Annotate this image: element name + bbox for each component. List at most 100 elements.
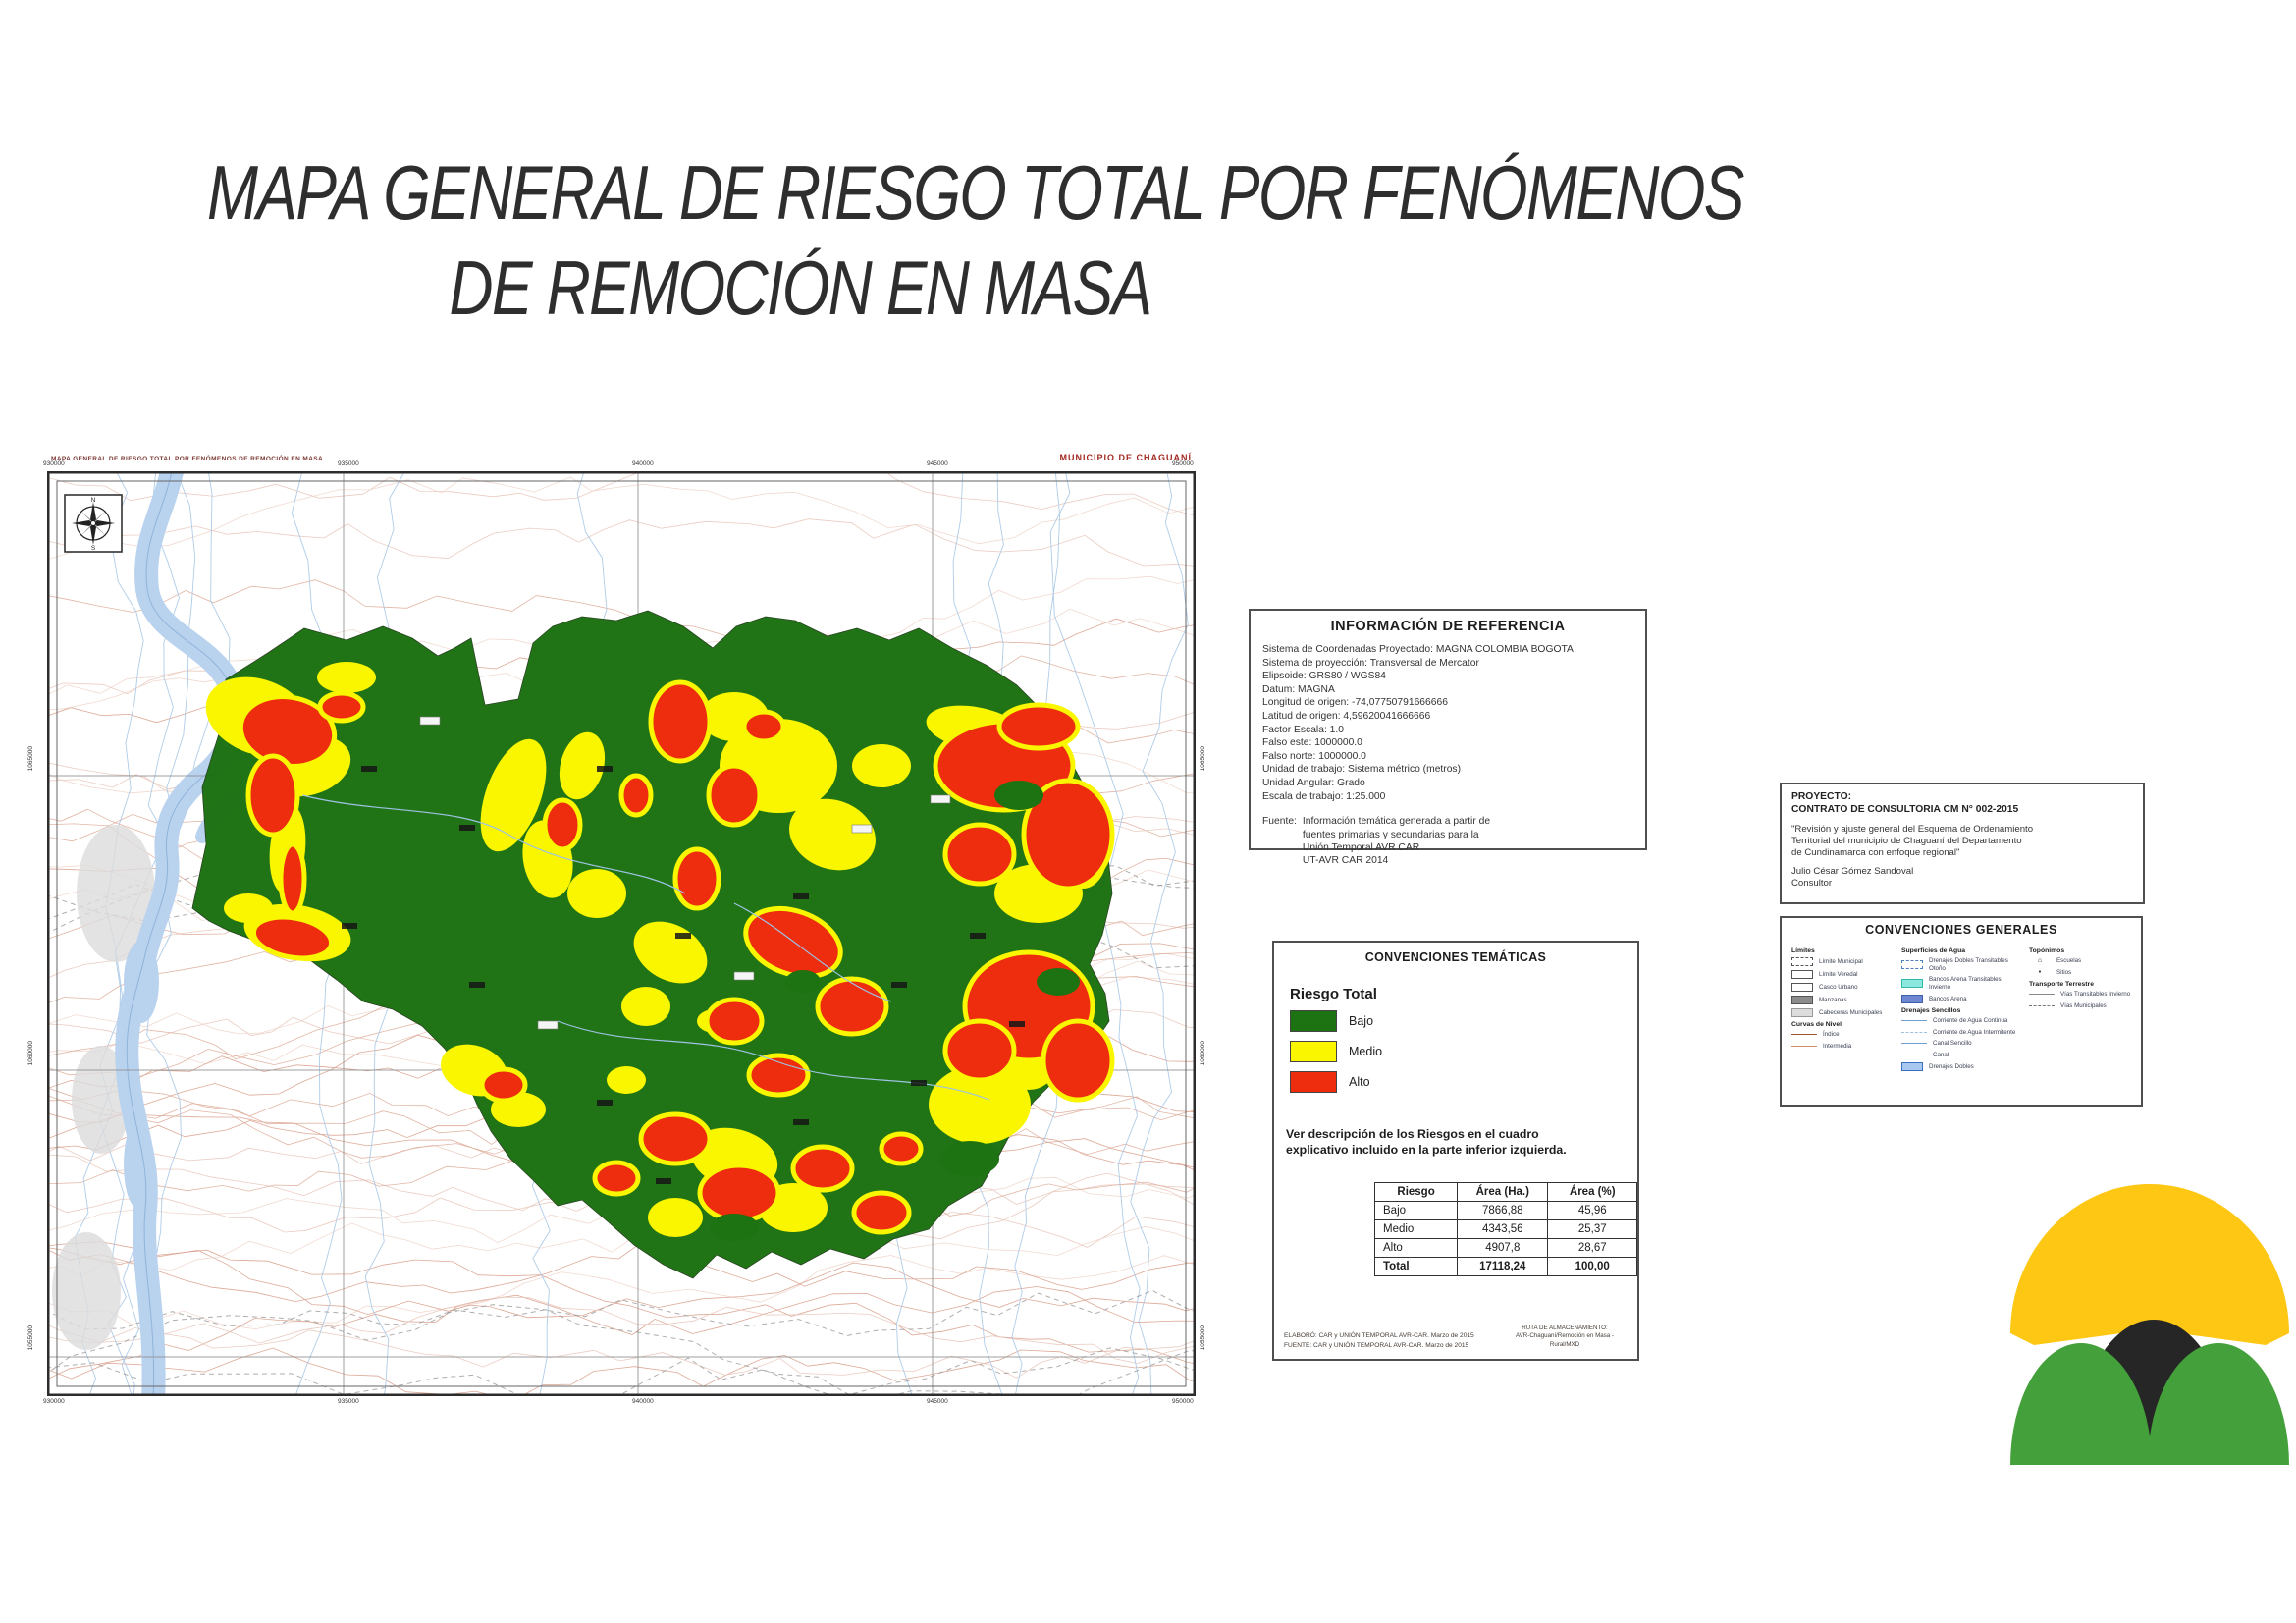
gray-mask-areas xyxy=(52,825,155,1350)
box-swatch xyxy=(1791,970,1813,979)
legend-item: Límite Veredal xyxy=(1791,970,1896,979)
legend-item: Casco Urbano xyxy=(1791,983,1896,992)
risk-class-label: Medio xyxy=(1349,1045,1383,1058)
reference-line: Escala de trabajo: 1:25.000 xyxy=(1262,790,1386,802)
road-line xyxy=(36,1289,1221,1336)
source-label: Fuente: xyxy=(1262,816,1297,828)
alto-patch xyxy=(542,797,583,852)
consultant-name: Julio César Gómez Sandoval xyxy=(1791,866,1914,878)
bajo-swatch xyxy=(1290,1010,1337,1032)
general-legend-title: CONVENCIONES GENERALES xyxy=(1865,923,2057,937)
compass-rose-icon: N S xyxy=(64,494,123,553)
legend-item-label: Canal xyxy=(1933,1051,1949,1058)
alto-patch xyxy=(741,709,786,744)
grid-coordinate-label-bottom: 940000 xyxy=(632,1398,654,1405)
place-label-box xyxy=(361,766,377,772)
reference-line: Unidad de trabajo: Sistema métrico (metr… xyxy=(1262,764,1462,776)
risk-table-row: Alto 4907,8 28,67 xyxy=(1373,1238,1637,1258)
medio-patch xyxy=(480,738,547,852)
grid-coordinate-label-right: 1055000 xyxy=(1200,1325,1206,1351)
risk-table-cell: 4343,56 xyxy=(1457,1219,1549,1239)
reference-line: Sistema de proyección: Transversal de Me… xyxy=(1262,657,1479,669)
line-gray-swatch xyxy=(2029,994,2055,996)
grid-coordinate-label-bottom: 930000 xyxy=(43,1398,65,1405)
elaboro-line: ELABORÓ: CAR y UNIÓN TEMPORAL AVR-CAR. M… xyxy=(1284,1332,1474,1339)
bajo-island xyxy=(1037,968,1080,996)
legend-item-label: Cabeceras Municipales xyxy=(1819,1008,1883,1016)
page-title-line1: MAPA GENERAL DE RIESGO TOTAL POR FENÓMEN… xyxy=(207,149,1744,236)
storage-path-line: RUTA DE ALMACENAMIENTO: xyxy=(1522,1324,1608,1331)
risk-table-cell: 7866,88 xyxy=(1457,1201,1549,1220)
place-label-box xyxy=(469,982,485,988)
road-line xyxy=(36,1304,1214,1396)
grid-coordinate-label-left: 1055000 xyxy=(27,1325,34,1351)
risk-table-cell: 100,00 xyxy=(1547,1257,1637,1276)
legend-column: Topónimos ⌂ Escuelas • Sitios Transporte Terr… xyxy=(2029,944,2139,1013)
risk-table-row: Bajo 7866,88 45,96 xyxy=(1373,1201,1637,1220)
line-blue-swatch xyxy=(1901,1020,1927,1022)
place-label-box xyxy=(970,933,986,939)
line-blue-swatch xyxy=(1901,1043,1927,1045)
contour-line xyxy=(36,476,1233,564)
box-bluefill-swatch xyxy=(1901,1062,1923,1071)
project-description-line: Territorial del municipio de Chaguaní de… xyxy=(1791,835,2022,846)
legend-column: Límites Límite Municipal Límite Veredal Cas… xyxy=(1791,944,1896,1054)
source-line: UT-AVR CAR 2014 xyxy=(1302,855,1389,867)
place-label-box xyxy=(675,933,691,939)
medio-patch xyxy=(317,662,376,693)
consultant-role: Consultor xyxy=(1791,878,1833,890)
bajo-island xyxy=(940,1141,999,1176)
grid-coordinate-label-top: 940000 xyxy=(632,460,654,467)
municipality-label: MUNICIPIO DE CHAGUANÍ xyxy=(1059,453,1192,462)
reference-line: Longitud de origen: -74,07750791666666 xyxy=(1262,697,1448,709)
box-blueborder-swatch xyxy=(1901,960,1923,969)
logo-hill-right xyxy=(2148,1343,2289,1465)
contour-line xyxy=(36,1244,1215,1303)
medio-patch xyxy=(559,731,606,800)
school-icon: ⌂ xyxy=(2037,957,2043,964)
municipality-risk-zones xyxy=(191,610,1115,1279)
page-title-line2: DE REMOCIÓN EN MASA xyxy=(449,244,1152,331)
legend-item: Intermedia xyxy=(1791,1043,1896,1051)
legend-group-title: Curvas de Nivel xyxy=(1791,1021,1842,1028)
place-label-box xyxy=(597,766,613,772)
svg-text:S: S xyxy=(91,545,96,552)
place-label-box-light xyxy=(733,971,755,981)
reference-line: Falso norte: 1000000.0 xyxy=(1262,750,1366,762)
place-label-box xyxy=(1009,1021,1025,1027)
source-line: fuentes primarias y secundarias para la xyxy=(1302,829,1479,840)
project-description-line: de Cundinamarca con enfoque regional" xyxy=(1791,846,1960,858)
source-lines: Información temática generada a partir d… xyxy=(1303,815,1490,868)
stream-line xyxy=(1130,465,1189,1434)
legend-group-title: Transporte Terrestre xyxy=(2029,981,2094,988)
medio-patch xyxy=(607,1066,646,1094)
legend-item: ⌂ Escuelas xyxy=(2029,957,2139,965)
legend-item: Drenajes Dobles Transitables Otoño xyxy=(1901,957,2023,972)
box-dashed-swatch xyxy=(1791,957,1813,966)
risk-class-item: Medio xyxy=(1290,1041,1628,1062)
bajo-island xyxy=(994,781,1043,810)
place-label-box-light xyxy=(419,716,441,726)
legend-item: Bancos Arena xyxy=(1901,995,2023,1003)
risk-table-header: Área (Ha.) xyxy=(1457,1182,1549,1202)
risk-table-cell: 45,96 xyxy=(1547,1201,1637,1220)
legend-item: Canal Sencillo xyxy=(1901,1040,2023,1048)
site-dot-icon: • xyxy=(2038,969,2042,976)
box-bluedots-swatch xyxy=(1901,995,1923,1003)
bajo-island xyxy=(710,1214,759,1241)
legend-item-label: Canal Sencillo xyxy=(1933,1040,1972,1047)
legend-item-label: Manzanas xyxy=(1819,996,1847,1003)
legend-item-label: Sitios xyxy=(2056,969,2072,977)
contour-line xyxy=(36,1222,1216,1277)
medio-patch xyxy=(567,869,626,918)
bajo-island xyxy=(785,970,821,994)
reference-line: Unidad Angular: Grado xyxy=(1262,777,1365,788)
legend-item-label: Bancos Arena Transitables Invierno xyxy=(1929,976,2002,991)
source-line: Unión Temporal AVR CAR xyxy=(1302,841,1420,853)
legend-item-label: Límite Veredal xyxy=(1819,970,1858,978)
reference-info-panel: INFORMACIÓN DE REFERENCIA Sistema de Coo… xyxy=(1249,609,1647,866)
grid-coordinate-label-top: 945000 xyxy=(927,460,948,467)
medio-patch xyxy=(621,987,670,1026)
medio-patch xyxy=(789,798,876,871)
alto-patch xyxy=(1041,1018,1115,1103)
